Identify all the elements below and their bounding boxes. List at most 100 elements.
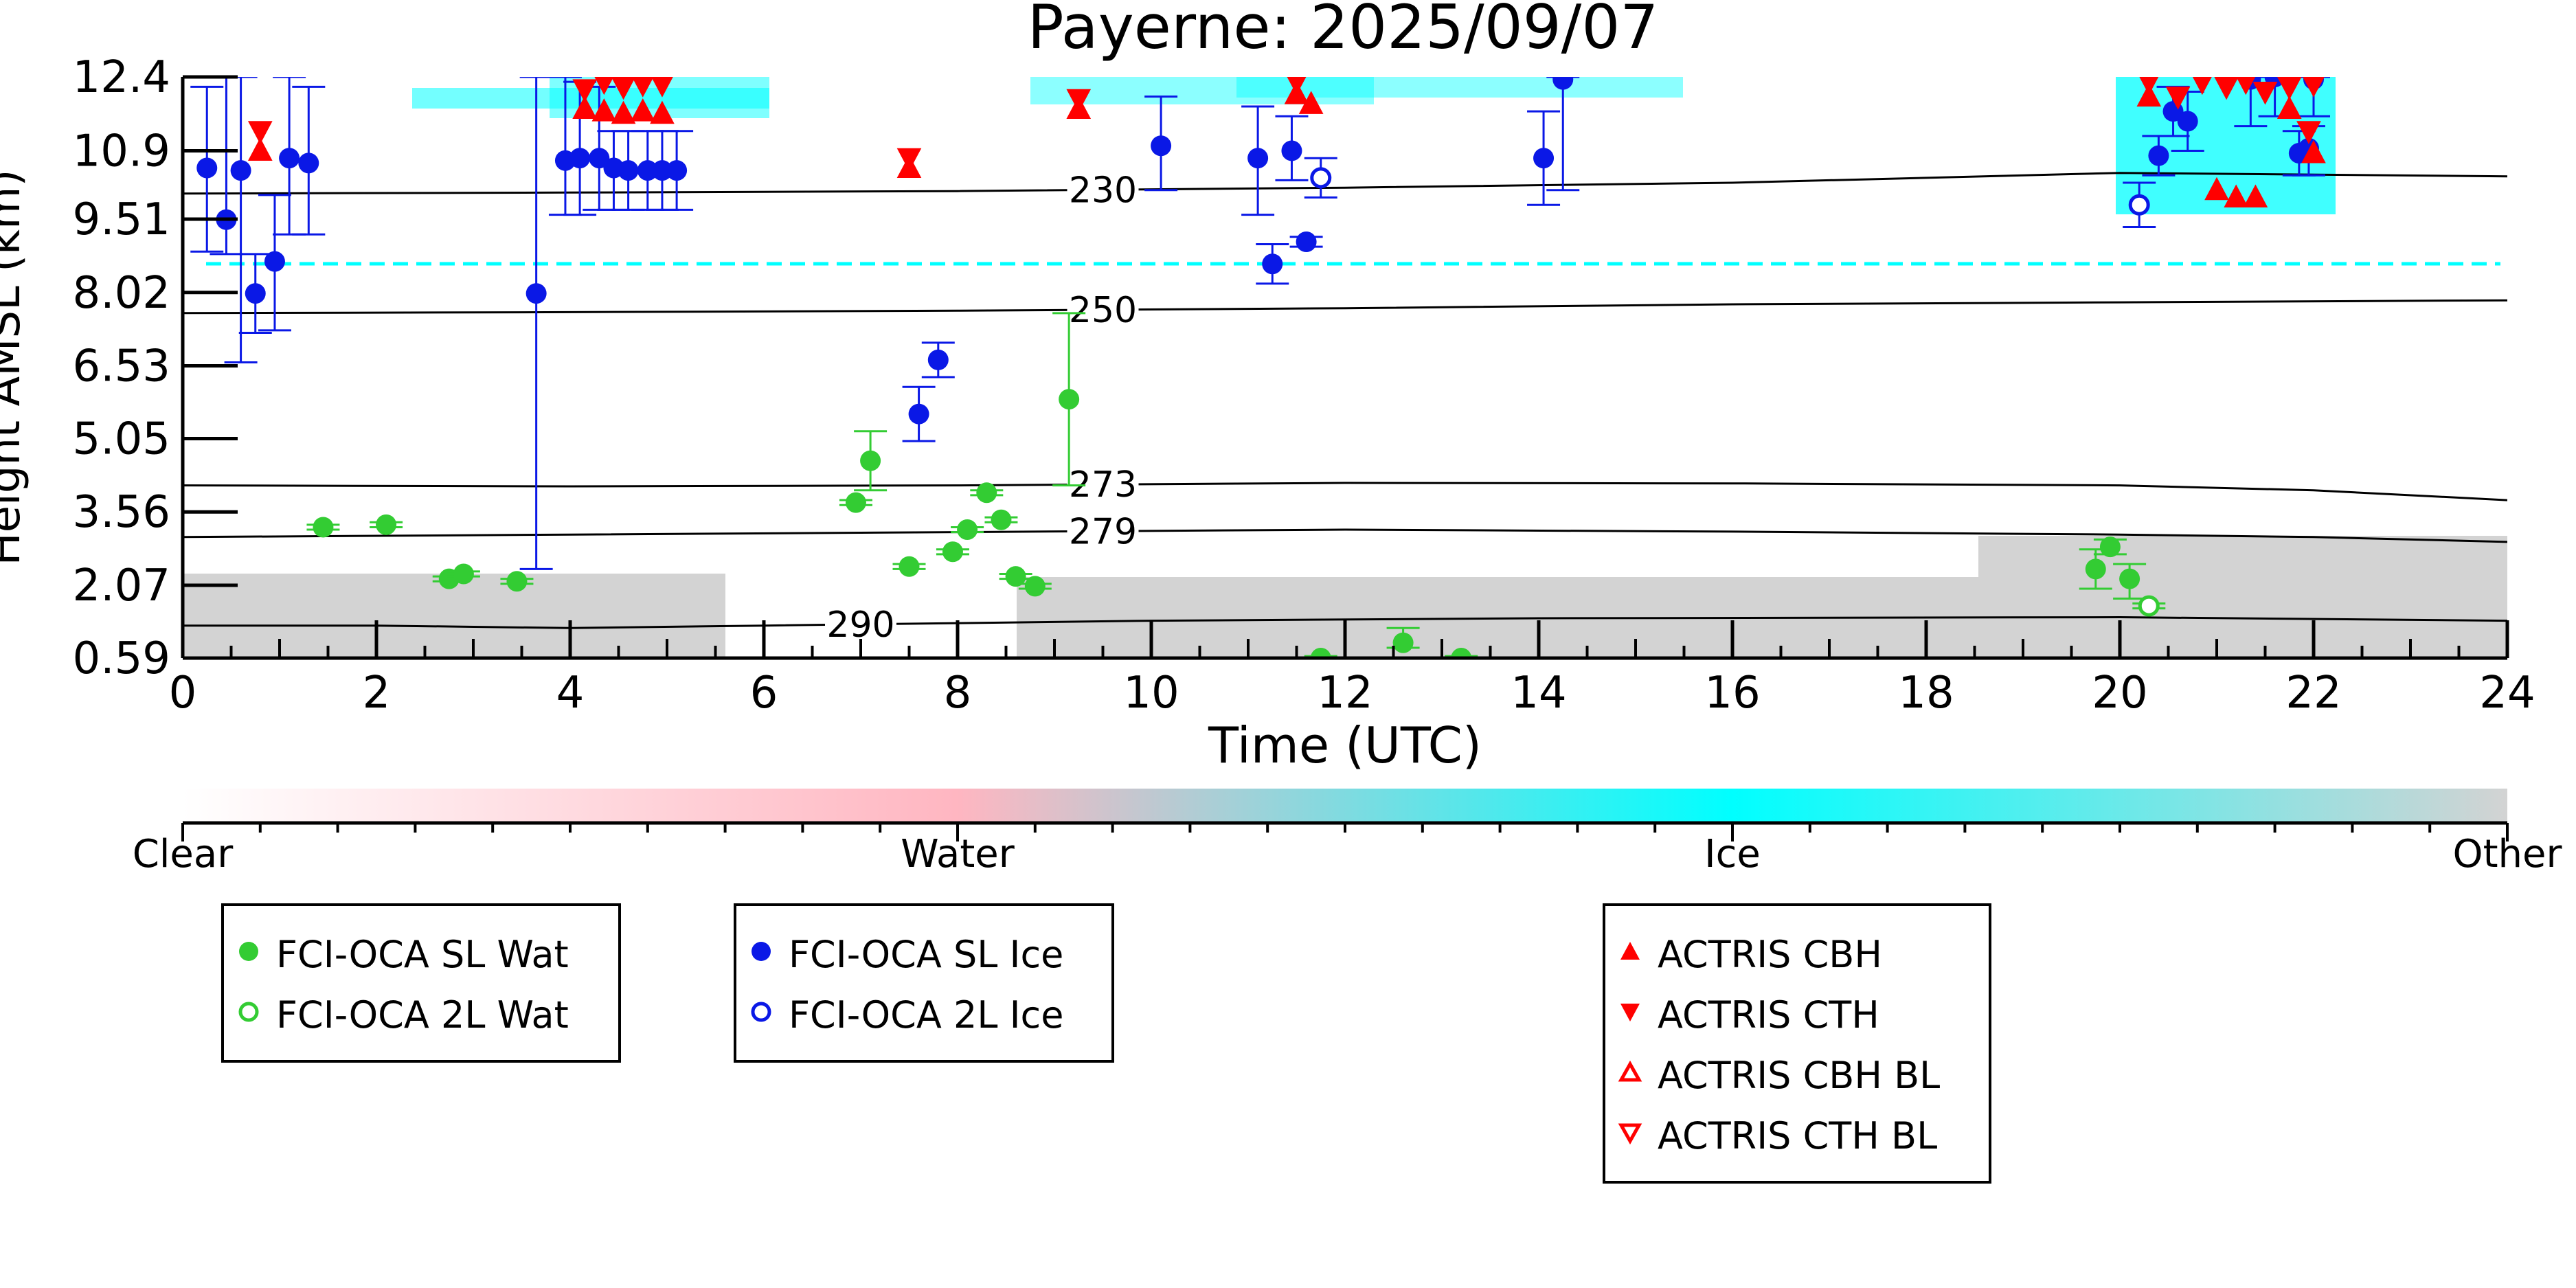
- legend-item-2l-ice: FCI-OCA 2L Ice: [736, 984, 1111, 1045]
- y-tick-label: 10.9: [73, 126, 171, 177]
- colorbar-label-water: Water: [901, 832, 1015, 877]
- data-point: [594, 77, 614, 95]
- data-point: [2136, 83, 2162, 107]
- colorbar-label-ice: Ice: [1704, 832, 1761, 877]
- legend-label: FCI-OCA SL Wat: [276, 932, 569, 976]
- data-point: [2192, 77, 2212, 95]
- x-tick-label: 20: [2092, 668, 2147, 719]
- legend-label: ACTRIS CBH: [1658, 932, 1882, 976]
- x-tick-label: 12: [1317, 668, 1372, 719]
- data-point: [2099, 536, 2121, 558]
- isotherm-label: 279: [1069, 511, 1137, 552]
- data-point: [313, 517, 334, 538]
- data-point: [896, 148, 922, 172]
- data-point: [651, 77, 673, 98]
- data-point: [2252, 81, 2278, 105]
- legend-label: ACTRIS CTH: [1658, 993, 1879, 1037]
- data-point: [1533, 148, 1555, 169]
- data-point: [2177, 111, 2198, 132]
- green-filled-circle-icon: [239, 942, 258, 961]
- y-axis-label: Height AMSL (km): [0, 170, 30, 566]
- isotherm-label-bg: [1067, 513, 1139, 547]
- data-point: [845, 492, 866, 513]
- x-tick-label: 0: [169, 668, 197, 719]
- data-point: [927, 349, 949, 370]
- data-point: [589, 148, 610, 169]
- data-point: [1262, 253, 1283, 275]
- x-tick-label: 16: [1704, 668, 1760, 719]
- colorbar-ticks: [181, 823, 2509, 841]
- data-point: [1296, 231, 1317, 252]
- data-point: [1024, 576, 1046, 597]
- y-tick-label: 9.51: [73, 194, 171, 245]
- isotherm-label-bg: [1067, 172, 1139, 205]
- data-point: [247, 137, 273, 161]
- data-point: [611, 100, 636, 124]
- data-point: [1066, 89, 1092, 113]
- x-axis-label: Time (UTC): [1208, 716, 1482, 774]
- data-point: [899, 556, 920, 577]
- x-tick-label: 24: [2479, 668, 2535, 719]
- legend-item-cth-bl: ACTRIS CTH BL: [1605, 1105, 1989, 1166]
- data-point: [264, 251, 285, 272]
- legend-item-cbh-bl: ACTRIS CBH BL: [1605, 1045, 1989, 1105]
- data-point: [2148, 145, 2169, 166]
- data-point: [2128, 194, 2150, 216]
- data-point: [2277, 77, 2302, 100]
- x-tick-label: 6: [750, 668, 778, 719]
- low-cloud-field-3: [1978, 536, 2507, 658]
- red-triangle-up-icon: [1620, 942, 1640, 960]
- data-point: [506, 571, 528, 592]
- red-open-triangle-up-icon: [1618, 1060, 1642, 1082]
- data-point: [1298, 91, 1324, 114]
- data-point: [569, 148, 591, 169]
- x-tick-label: 2: [363, 668, 391, 719]
- legend-label: ACTRIS CTH BL: [1658, 1114, 1938, 1157]
- data-point: [908, 403, 929, 425]
- legend-ice: FCI-OCA SL Ice FCI-OCA 2L Ice: [734, 903, 1114, 1063]
- data-point: [1310, 648, 1331, 658]
- data-point: [630, 98, 655, 122]
- data-point: [2224, 184, 2249, 208]
- data-point: [2119, 568, 2140, 589]
- data-point: [2165, 87, 2191, 110]
- legend-item-sl-wat: FCI-OCA SL Wat: [224, 924, 618, 984]
- data-point: [245, 283, 266, 304]
- data-point: [1005, 566, 1026, 587]
- data-point: [2303, 77, 2325, 98]
- data-point: [976, 482, 997, 504]
- data-point: [1392, 632, 1414, 653]
- data-point: [2204, 177, 2229, 201]
- isotherm-label-bg: [1067, 466, 1139, 500]
- data-point: [666, 160, 688, 181]
- data-point: [2214, 77, 2239, 100]
- data-point: [376, 514, 397, 535]
- data-point: [298, 152, 319, 174]
- legend-water: FCI-OCA SL Wat FCI-OCA 2L Wat: [221, 903, 621, 1063]
- data-point: [572, 95, 597, 120]
- isotherm-line: [183, 299, 2507, 315]
- data-point: [611, 77, 636, 100]
- x-tick-label: 18: [1898, 668, 1954, 719]
- x-tick-label: 8: [944, 668, 972, 719]
- isotherm-label: 250: [1069, 290, 1137, 331]
- legend-item-cbh: ACTRIS CBH: [1605, 924, 1989, 984]
- data-point: [2301, 139, 2326, 163]
- data-point: [1059, 389, 1080, 410]
- chart-title: Payerne: 2025/09/07: [1028, 0, 1659, 63]
- colorbar-label-clear: Clear: [133, 832, 234, 877]
- legend-label: FCI-OCA 2L Ice: [789, 993, 1064, 1037]
- data-point: [1247, 148, 1269, 169]
- data-point: [957, 519, 978, 541]
- data-point: [1310, 167, 1332, 189]
- data-point: [1151, 135, 1172, 157]
- data-point: [637, 160, 658, 181]
- isotherm-line: [183, 172, 2507, 195]
- isotherm-label: 290: [826, 605, 894, 646]
- y-tick-label: 0.59: [73, 633, 171, 684]
- x-tick-label: 22: [2285, 668, 2341, 719]
- series-layer: [190, 77, 2330, 658]
- x-tick-label: 10: [1123, 668, 1179, 719]
- green-open-circle-icon: [238, 1002, 259, 1022]
